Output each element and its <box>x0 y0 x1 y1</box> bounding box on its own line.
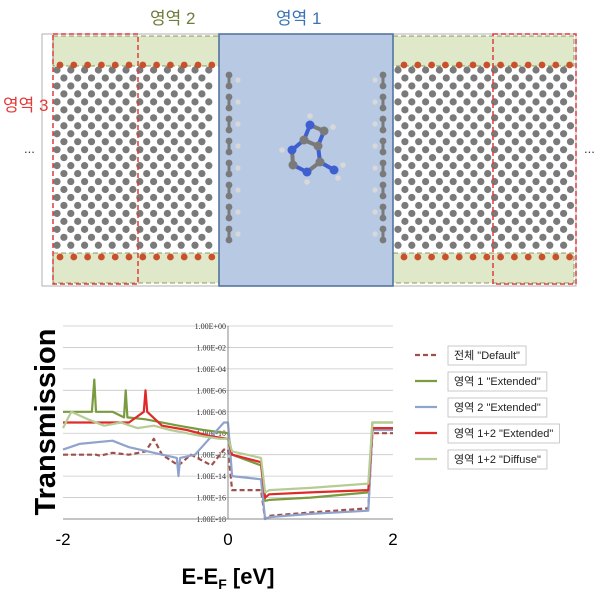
y-tick-label: 1.00E-04 <box>196 365 226 374</box>
region3-box-right <box>492 33 577 285</box>
legend-label: 영역 1 "Extended" <box>454 375 541 388</box>
region2-top-strip-left <box>52 35 220 67</box>
edge-hydrogen-left <box>225 71 241 244</box>
chart-legend: 전체 "Default" 영역 1 "Extended" 영역 2 "Extende… <box>415 345 560 470</box>
legend-item: 영역 2 "Extended" <box>415 397 548 418</box>
y-tick-label: 1.00E-10 <box>196 429 226 438</box>
region2-label: 영역 2 <box>150 9 195 28</box>
region2-bottom-strip-left <box>52 252 220 284</box>
y-tick-labels: 1.00E+00 1.00E-02 1.00E-04 1.00E-06 1.00E-08… <box>195 322 226 524</box>
x-tick-label: -2 <box>55 530 70 549</box>
molecular-junction-structure: 영역 2 영역 1 영역 3 ... ... <box>3 9 595 287</box>
series-line-1 <box>63 432 393 521</box>
legend-item: 영역 1+2 "Extended" <box>415 423 560 444</box>
region1-label: 영역 1 <box>276 9 321 28</box>
y-tick-label: 1.00E-08 <box>196 408 226 417</box>
edge-oxygen-atoms <box>56 61 573 261</box>
graphene-lead-right <box>394 66 575 249</box>
chart-series <box>62 378 393 521</box>
series-line-5 <box>62 410 393 494</box>
legend-label-box <box>447 345 527 366</box>
y-axis-title: Transmission <box>30 329 62 516</box>
legend-item: 영역 1 "Extended" <box>415 371 548 392</box>
series-line-3 <box>62 421 393 521</box>
edge-hydrogen-right <box>372 71 387 244</box>
legend-label-box <box>447 371 548 392</box>
y-tick-label: 1.00E-12 <box>196 451 226 460</box>
series-line-4 <box>63 389 393 499</box>
legend-item: 전체 "Default" <box>415 345 527 366</box>
y-tick-label: 1.00E-14 <box>196 472 226 481</box>
legend-label: 영역 2 "Extended" <box>454 401 541 414</box>
y-tick-label: 1.00E+00 <box>195 322 226 331</box>
transmission-chart: 1.00E+00 1.00E-02 1.00E-04 1.00E-06 1.00E-08… <box>30 322 560 592</box>
x-tick-label: 2 <box>388 530 397 549</box>
legend-item: 영역 1+2 "Diffuse" <box>415 449 548 470</box>
y-tick-label: 1.00E-06 <box>196 386 226 395</box>
ellipsis-right: ... <box>584 141 595 156</box>
legend-label-box <box>447 449 548 470</box>
x-tick-labels: -2 0 2 <box>55 530 397 549</box>
series-line-2 <box>63 378 393 502</box>
legend-label: 전체 "Default" <box>454 349 520 362</box>
legend-label: 영역 1+2 "Extended" <box>454 427 553 440</box>
x-axis-title-main: E-E <box>182 564 219 589</box>
region2-top-strip-right <box>392 35 575 67</box>
x-axis-title-subscript: F <box>218 576 227 592</box>
region1-box <box>218 33 394 287</box>
x-tick-label: 0 <box>223 530 232 549</box>
legend-label: 영역 1+2 "Diffuse" <box>454 453 541 466</box>
x-axis-title: E-EF [eV] <box>182 564 275 592</box>
graphene-lead-left <box>53 66 213 249</box>
legend-label-box <box>447 423 560 444</box>
y-tick-label: 1.00E-02 <box>196 343 226 352</box>
adenine-molecule <box>279 113 346 185</box>
region3-box-left <box>52 33 139 285</box>
region3-label: 영역 3 <box>3 96 48 115</box>
x-axis-title-unit: [eV] <box>227 564 275 589</box>
legend-label-box <box>447 397 548 418</box>
ellipsis-left: ... <box>24 141 35 156</box>
y-tick-label: 1.00E-16 <box>196 494 226 503</box>
